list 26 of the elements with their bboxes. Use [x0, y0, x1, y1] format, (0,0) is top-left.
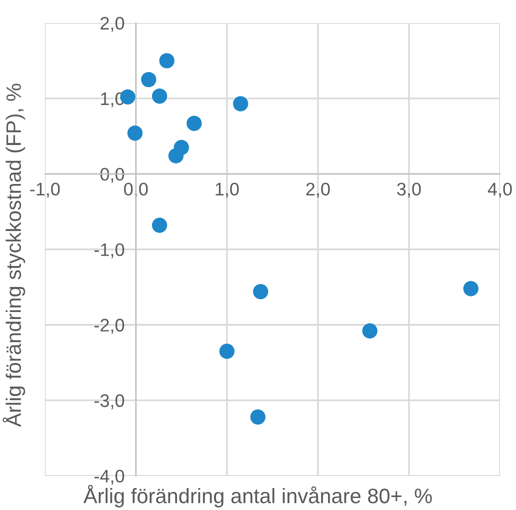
point	[141, 72, 156, 88]
point	[168, 148, 184, 164]
x-axis-title: Årlig förändring antal invånare 80+, %	[83, 484, 432, 508]
point	[152, 218, 168, 233]
y-tick-label: 2,0	[100, 16, 124, 32]
y-tick-label: -2,0	[94, 318, 124, 334]
x-tick-label: 4,0	[488, 182, 512, 198]
point	[186, 116, 202, 131]
point	[253, 284, 268, 300]
x-tick-label: 2,0	[306, 182, 330, 198]
y-axis-title: Årlig förändring styckkostnad (FP), %	[2, 84, 26, 427]
point	[159, 53, 174, 68]
point	[219, 344, 235, 359]
x-tick-label: 3,0	[397, 182, 421, 198]
point	[362, 323, 378, 339]
point	[463, 281, 478, 296]
x-tick-label: -1,0	[30, 182, 60, 198]
x-tick-label: 1,0	[216, 182, 239, 198]
point	[152, 88, 168, 104]
x-tick-label: 0,0	[124, 182, 148, 198]
point	[250, 409, 266, 425]
point	[232, 96, 248, 112]
point	[127, 126, 143, 141]
y-tick-label: -3,0	[94, 394, 124, 410]
y-tick-label: -4,0	[94, 470, 124, 485]
y-tick-label: -1,0	[94, 243, 124, 258]
